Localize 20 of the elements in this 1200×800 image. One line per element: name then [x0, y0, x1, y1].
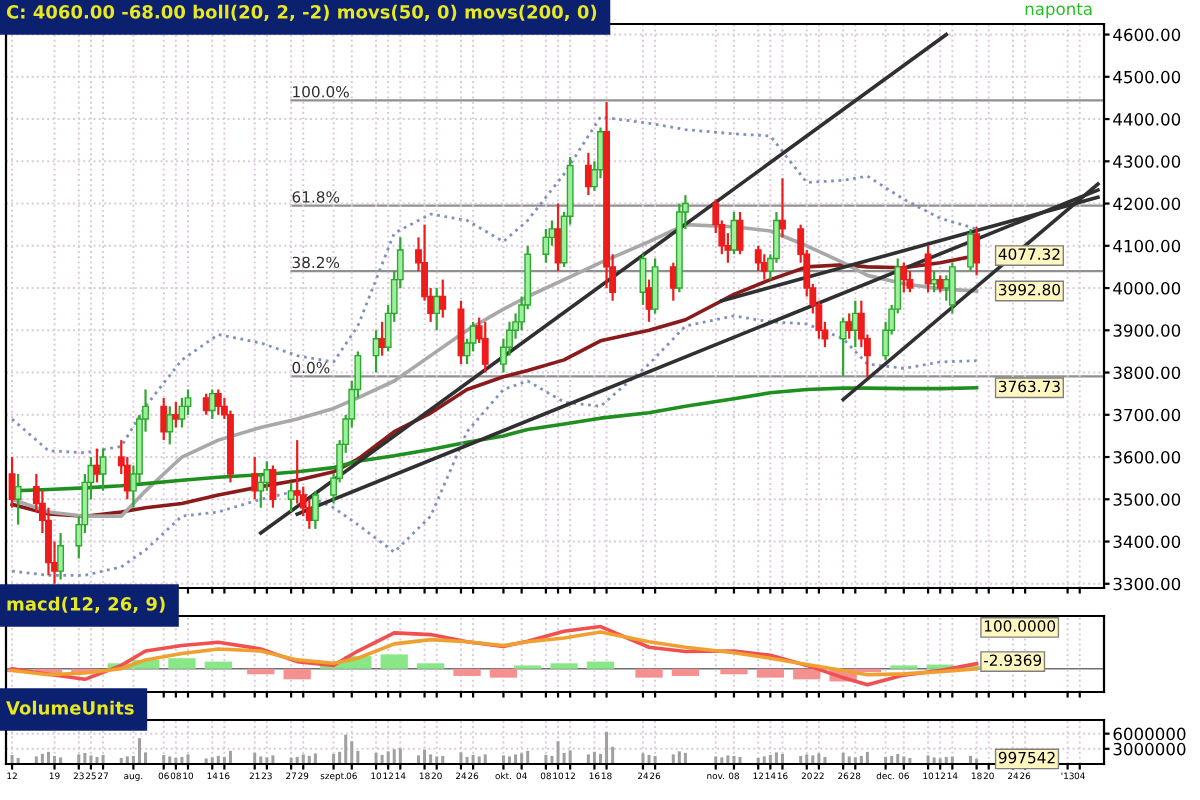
y-tick-label: 3600.00 [1113, 451, 1181, 464]
y-tick-label: 3500.00 [1113, 493, 1181, 506]
y-tick-label: 3000000 [1113, 742, 1186, 756]
y-tick-label: 3400.00 [1113, 535, 1181, 549]
y-tick-label: 6000000 [1113, 727, 1186, 741]
y-tick-label: 4100.00 [1113, 239, 1181, 253]
chart-subtitle: naponta [1025, 3, 1092, 19]
chart-title: VolumeUnits [6, 700, 134, 715]
y-tick-label: 3900.00 [1113, 324, 1181, 337]
y-tick-label: 4600.00 [1113, 28, 1181, 42]
y-tick-label: 3700.00 [1113, 408, 1181, 422]
chart-title: macd(12, 26, 9) [7, 596, 165, 614]
y-tick-label: 4000.00 [1113, 282, 1181, 295]
y-tick-label: 3300.00 [1113, 577, 1181, 591]
chart-title: C: 4060.00 -68.00 boll(20, 2, -2) movs(50, 0) movs(200, 0) [6, 4, 597, 22]
y-tick-label: 4400.00 [1113, 113, 1181, 126]
y-tick-label: 4200.00 [1113, 197, 1181, 211]
y-tick-label: 4500.00 [1113, 70, 1181, 84]
y-tick-label: 4300.00 [1113, 155, 1181, 168]
y-tick-label: 3800.00 [1113, 366, 1181, 380]
